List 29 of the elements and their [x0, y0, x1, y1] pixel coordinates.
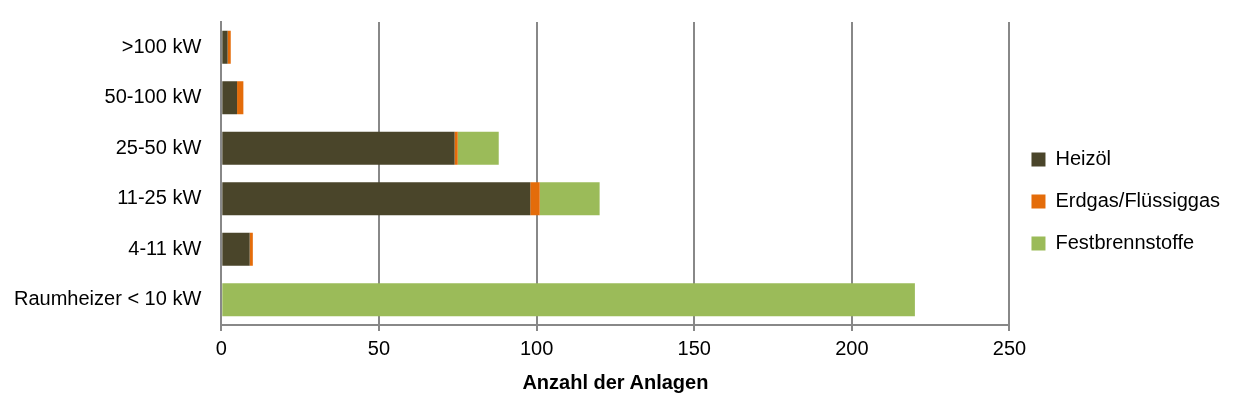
bar [227, 30, 231, 64]
bar [530, 182, 540, 216]
x-tick-label: 150 [677, 336, 711, 359]
bar [454, 131, 458, 165]
x-tick-label: 0 [215, 336, 227, 359]
bar [222, 30, 228, 64]
bar [222, 182, 531, 216]
bar [222, 81, 238, 115]
legend-label: Erdgas/Flüssiggas [1055, 189, 1221, 212]
y-tick-label: >100 kW [121, 34, 202, 57]
bar [539, 182, 600, 216]
bar [237, 81, 244, 115]
bar [457, 131, 499, 165]
x-axis-title: Anzahl der Anlagen [522, 370, 709, 393]
bar [222, 232, 250, 266]
bar [222, 131, 455, 165]
bar [222, 283, 915, 317]
legend-label: Heizöl [1055, 147, 1112, 170]
x-tick-label: 250 [992, 336, 1027, 359]
y-tick-label: Raumheizer < 10 kW [14, 287, 202, 310]
y-tick-label: 11-25 kW [117, 186, 202, 209]
y-tick-label: 25-50 kW [115, 135, 202, 158]
legend-label: Festbrennstoffe [1055, 231, 1195, 254]
x-tick-label: 50 [367, 336, 391, 359]
x-tick-label: 200 [835, 336, 869, 359]
y-tick-label: 4-11 kW [128, 236, 202, 259]
x-tick-label: 100 [519, 336, 554, 359]
bar [249, 232, 253, 266]
y-tick-label: 50-100 kW [104, 85, 202, 108]
